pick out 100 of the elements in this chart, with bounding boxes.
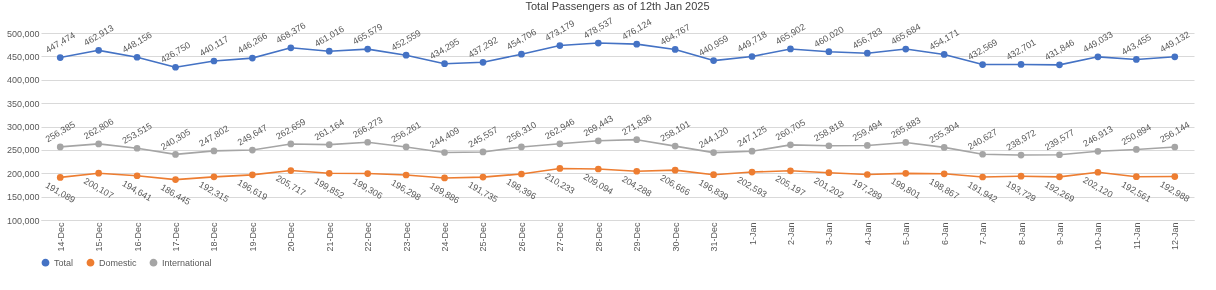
legend-label: International bbox=[162, 257, 212, 268]
y-tick-label: 500,000 bbox=[6, 28, 40, 39]
point bbox=[633, 40, 641, 48]
point bbox=[902, 170, 910, 177]
point bbox=[56, 174, 64, 181]
point bbox=[441, 149, 448, 156]
point bbox=[287, 140, 295, 148]
point bbox=[402, 143, 410, 151]
point bbox=[441, 174, 448, 182]
x-tick-label: 26-Dec bbox=[516, 222, 527, 252]
point bbox=[1094, 53, 1102, 61]
point bbox=[556, 42, 564, 49]
x-tick-label: 11-Jan bbox=[1131, 222, 1142, 250]
x-tick-label: 31-Dec bbox=[709, 222, 720, 252]
point bbox=[95, 169, 102, 177]
point bbox=[594, 39, 602, 47]
point bbox=[133, 172, 141, 180]
point bbox=[325, 141, 333, 148]
point bbox=[1056, 151, 1063, 159]
y-tick-label: 450,000 bbox=[6, 51, 40, 62]
point bbox=[671, 166, 679, 174]
point bbox=[671, 46, 679, 53]
x-tick-label: 19-Dec bbox=[247, 222, 258, 252]
x-tick-label: 3-Jan bbox=[824, 222, 835, 246]
point bbox=[825, 142, 833, 150]
x-tick-label: 1-Jan bbox=[747, 222, 758, 246]
x-tick-label: 15-Dec bbox=[94, 222, 105, 252]
point bbox=[1017, 172, 1025, 180]
point bbox=[287, 167, 295, 174]
point bbox=[710, 171, 717, 179]
point bbox=[710, 57, 717, 64]
point bbox=[479, 173, 487, 181]
x-tick-label: 20-Dec bbox=[286, 222, 297, 252]
point bbox=[825, 48, 833, 56]
point bbox=[249, 146, 256, 154]
x-tick-label: 28-Dec bbox=[593, 222, 604, 252]
x-tick-label: 30-Dec bbox=[670, 222, 681, 252]
point bbox=[518, 170, 525, 178]
point bbox=[325, 169, 333, 177]
point bbox=[1056, 61, 1063, 69]
point bbox=[441, 60, 448, 68]
point bbox=[210, 57, 218, 65]
point bbox=[172, 151, 179, 158]
x-tick-label: 22-Dec bbox=[363, 222, 374, 252]
y-tick-label: 250,000 bbox=[6, 145, 40, 156]
point bbox=[1171, 173, 1179, 180]
point bbox=[940, 144, 948, 151]
x-tick-label: 6-Jan bbox=[939, 222, 950, 246]
point bbox=[863, 171, 871, 178]
point bbox=[940, 51, 948, 58]
point bbox=[748, 168, 756, 176]
point bbox=[133, 53, 141, 61]
point bbox=[479, 148, 487, 156]
point bbox=[902, 45, 910, 53]
point bbox=[402, 51, 410, 59]
x-tick-label: 10-Jan bbox=[1093, 222, 1104, 251]
point bbox=[364, 170, 372, 177]
point bbox=[556, 140, 564, 148]
point bbox=[633, 167, 641, 175]
point bbox=[172, 176, 179, 183]
x-tick-label: 8-Jan bbox=[1016, 222, 1027, 246]
x-tick-label: 2-Jan bbox=[785, 222, 796, 246]
point bbox=[594, 165, 602, 173]
point bbox=[1171, 53, 1179, 61]
point bbox=[787, 141, 794, 149]
x-tick-label: 4-Jan bbox=[862, 222, 873, 246]
point bbox=[364, 45, 372, 53]
x-tick-label: 12-Jan bbox=[1170, 222, 1181, 251]
y-tick-label: 200,000 bbox=[6, 168, 40, 179]
point bbox=[172, 63, 179, 71]
point bbox=[1171, 143, 1179, 151]
point bbox=[979, 150, 986, 158]
point bbox=[249, 54, 256, 62]
y-tick-label: 300,000 bbox=[6, 122, 40, 132]
point bbox=[1056, 173, 1063, 181]
x-tick-label: 9-Jan bbox=[1054, 222, 1065, 246]
point bbox=[594, 137, 602, 145]
point bbox=[863, 142, 871, 149]
point bbox=[95, 46, 102, 54]
point bbox=[863, 49, 871, 57]
point bbox=[1133, 173, 1140, 181]
point bbox=[95, 140, 102, 148]
point bbox=[518, 50, 525, 58]
y-tick-label: 350,000 bbox=[6, 98, 40, 109]
point bbox=[1133, 146, 1140, 153]
point bbox=[979, 173, 986, 181]
point bbox=[287, 44, 295, 52]
x-tick-label: 23-Dec bbox=[401, 222, 412, 252]
x-tick-label: 14-Dec bbox=[55, 222, 66, 252]
point bbox=[210, 173, 218, 181]
point bbox=[902, 139, 910, 146]
point bbox=[748, 53, 756, 60]
x-tick-label: 5-Jan bbox=[901, 222, 912, 246]
x-tick-label: 17-Dec bbox=[171, 222, 182, 252]
point bbox=[402, 171, 410, 179]
point bbox=[1017, 61, 1025, 68]
point bbox=[825, 169, 833, 177]
x-tick-label: 25-Dec bbox=[478, 222, 489, 252]
point bbox=[249, 171, 256, 179]
point bbox=[133, 144, 141, 152]
